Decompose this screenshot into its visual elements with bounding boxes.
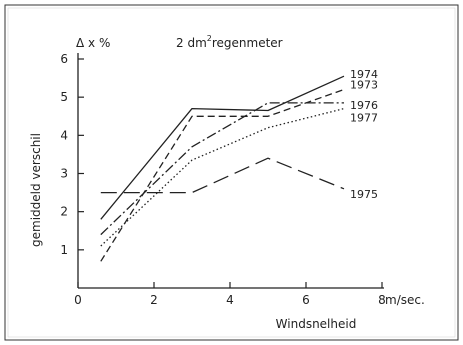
figure-frame [4,4,459,341]
y-tick-label: 2 [60,205,68,219]
series-label-1973: 1973 [350,79,378,92]
series-line-1977 [100,107,345,247]
series-label-1975: 1975 [350,188,378,201]
y-unit-label: Δ x % [76,36,110,50]
x-tick-label: 6 [302,293,310,307]
series-line-1976 [100,102,344,236]
x-axis-label: Windsnelheid [276,317,357,331]
y-tick-label: 1 [60,243,68,257]
series-label-1977: 1977 [350,112,378,125]
figure-inner-frame [7,7,456,338]
series-line-1975 [100,157,345,194]
x-tick-label: 2 [150,293,158,307]
x-tick-label: 4 [226,293,234,307]
y-tick-label: 4 [60,128,68,142]
y-tick-label: 5 [60,90,68,104]
x-tick-label: 0 [74,293,82,307]
y-axis-label: gemiddeld verschil [29,133,43,247]
y-tick-label: 3 [60,167,68,181]
ticks-layer: 1 2 3 4 5 6 0 2 4 6 8 [60,52,385,307]
series-line-1974 [100,75,345,220]
series-label-1976: 1976 [350,99,378,112]
series-layer [100,75,345,262]
y-tick-label: 6 [60,52,68,66]
series-label-1974: 1974 [350,68,378,81]
chart-title: 2 dm2regenmeter [176,34,283,50]
x-tick-label: 8 [378,293,386,307]
x-unit-label: m/sec. [385,293,425,307]
